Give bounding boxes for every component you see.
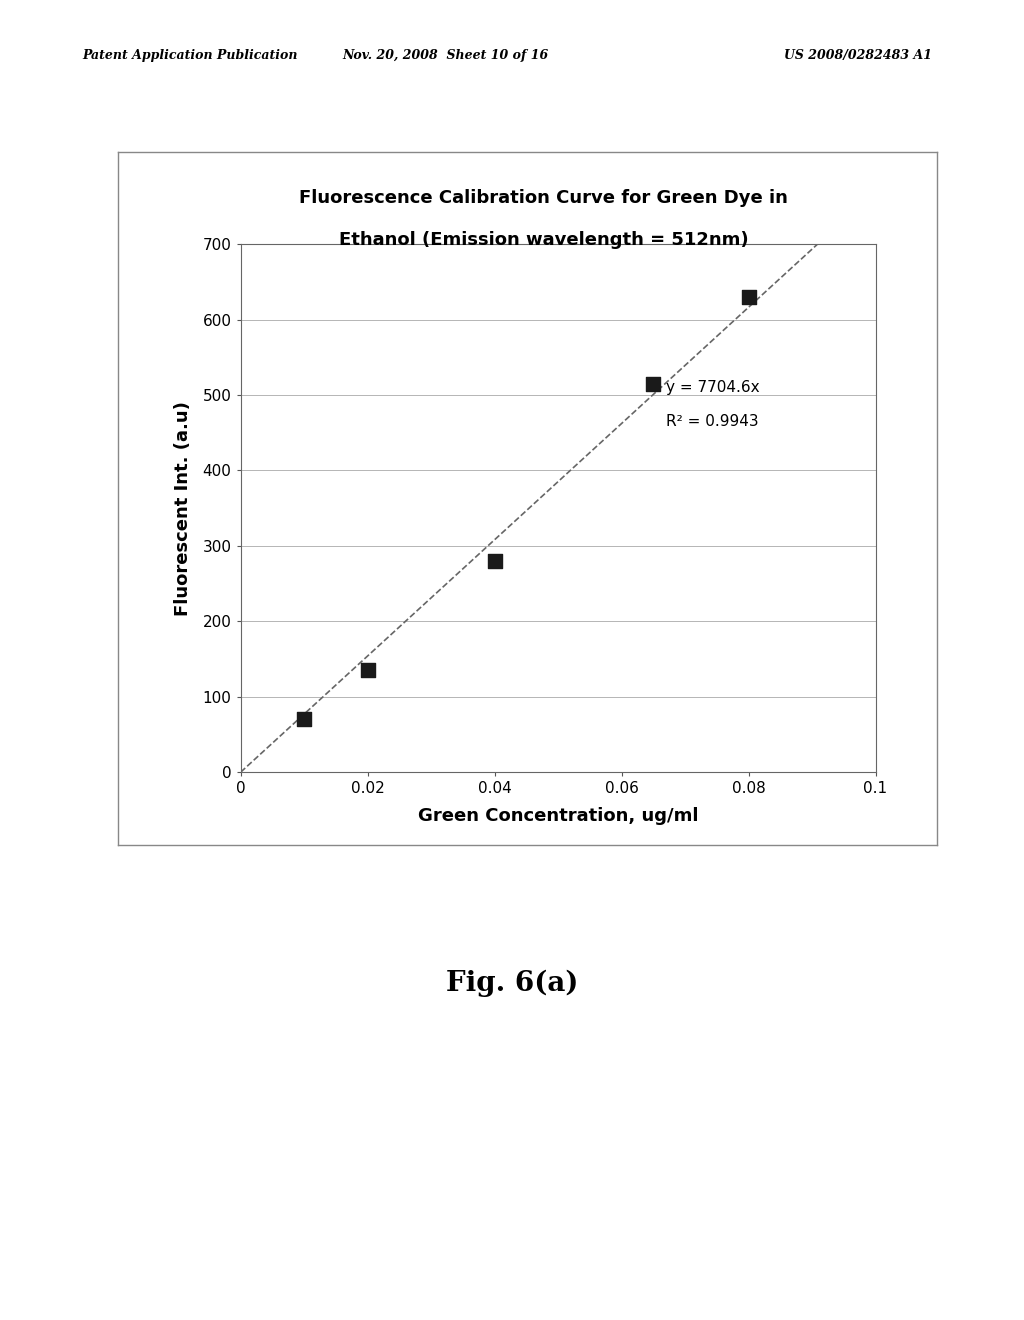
Point (645, 374, 662, 395)
Text: y = 7704.6x: y = 7704.6x (666, 380, 760, 395)
Point (740, 286, 757, 308)
Text: Nov. 20, 2008  Sheet 10 of 16: Nov. 20, 2008 Sheet 10 of 16 (342, 49, 549, 62)
Y-axis label: Fluorescent Int. (a.u): Fluorescent Int. (a.u) (173, 401, 191, 615)
Text: R² = 0.9943: R² = 0.9943 (666, 414, 759, 429)
Text: US 2008/0282483 A1: US 2008/0282483 A1 (783, 49, 932, 62)
Text: Patent Application Publication: Patent Application Publication (82, 49, 297, 62)
Point (359, 660, 376, 681)
Text: Fig. 6(a): Fig. 6(a) (445, 970, 579, 997)
Text: Fluorescence Calibration Curve for Green Dye in: Fluorescence Calibration Curve for Green… (299, 189, 788, 207)
Point (296, 709, 312, 730)
Text: Ethanol (Emission wavelength = 512nm): Ethanol (Emission wavelength = 512nm) (339, 231, 749, 249)
Point (486, 550, 503, 572)
X-axis label: Green Concentration, ug/ml: Green Concentration, ug/ml (418, 808, 698, 825)
